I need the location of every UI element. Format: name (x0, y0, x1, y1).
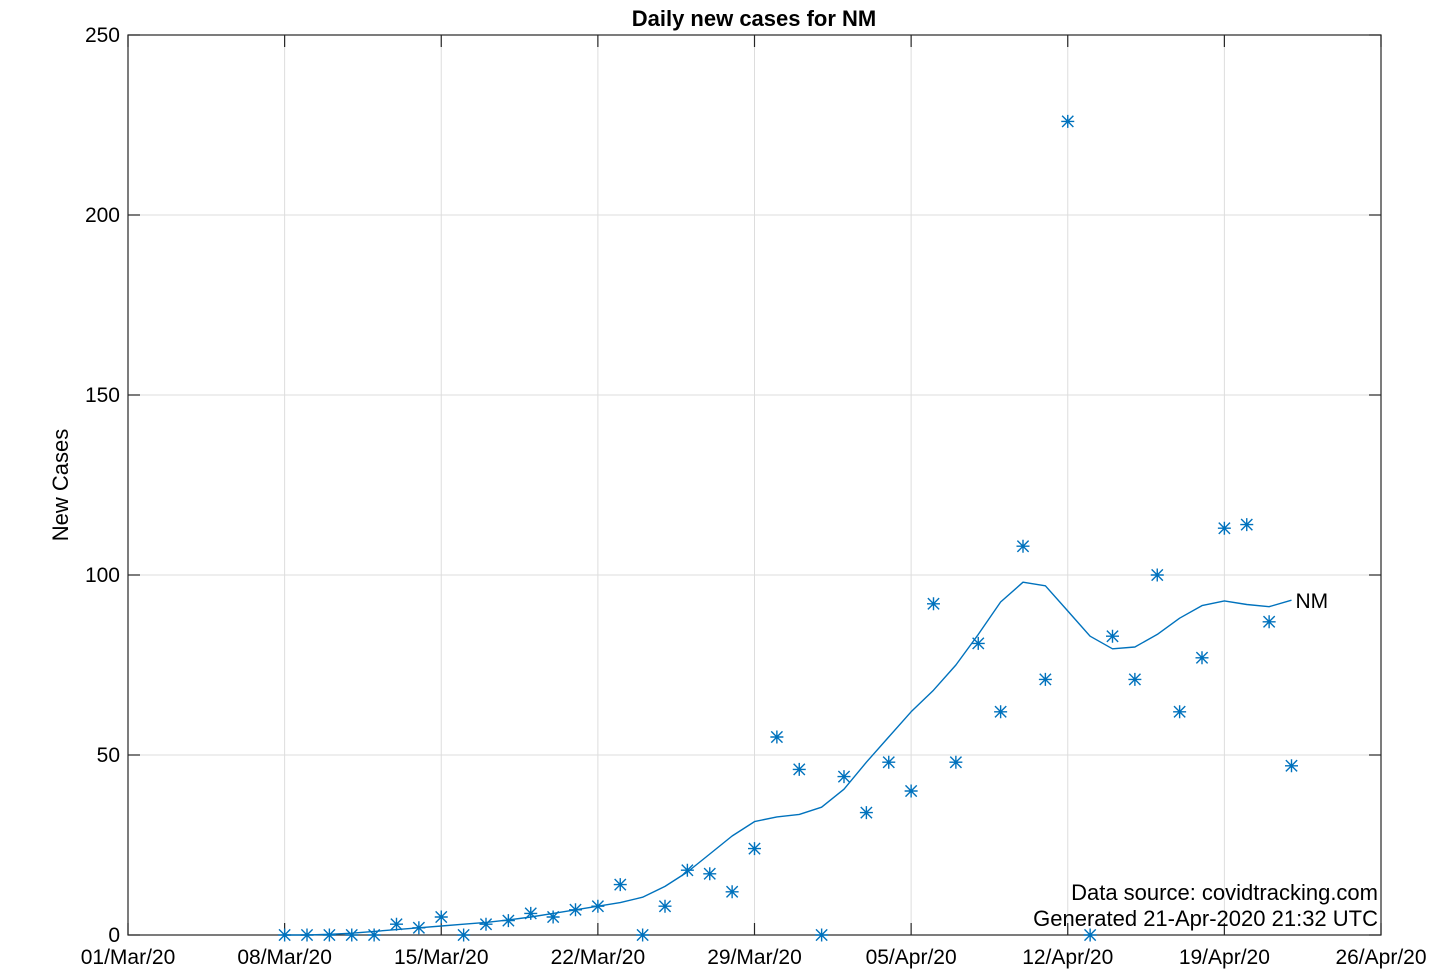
data-point-marker (949, 755, 963, 769)
series-line-nm (284, 581, 1292, 936)
x-axis-tick-labels: 01/Mar/20 08/Mar/20 15/Mar/20 22/Mar/20 29/M… (81, 946, 1427, 969)
data-point-marker (636, 928, 650, 942)
y-tick-label: 200 (85, 204, 120, 227)
data-point-marker (479, 917, 493, 931)
data-point-marker (1061, 114, 1075, 128)
data-point-marker (546, 910, 560, 924)
generated-timestamp-note: Generated 21-Apr-2020 21:32 UTC (1033, 906, 1378, 931)
data-point-marker (703, 867, 717, 881)
data-point-marker (457, 928, 471, 942)
data-point-marker (725, 885, 739, 899)
y-tick-label: 100 (85, 564, 120, 587)
data-point-marker (1150, 568, 1164, 582)
data-point-marker (859, 806, 873, 820)
data-point-marker (1038, 672, 1052, 686)
data-point-marker (1262, 615, 1276, 629)
x-tick-label: 29/Mar/20 (707, 946, 802, 969)
x-tick-label: 15/Mar/20 (394, 946, 489, 969)
x-tick-label: 22/Mar/20 (551, 946, 646, 969)
y-tick-label: 0 (108, 924, 120, 947)
data-point-marker (1217, 521, 1231, 535)
data-point-marker (680, 863, 694, 877)
data-point-marker (770, 730, 784, 744)
data-point-marker (1016, 539, 1030, 553)
data-point-marker (837, 770, 851, 784)
data-point-marker (927, 597, 940, 611)
x-tick-label: 12/Apr/20 (1022, 946, 1113, 969)
data-point-marker (345, 928, 359, 942)
y-tick-label: 250 (85, 24, 120, 47)
x-tick-label: 19/Apr/20 (1179, 946, 1270, 969)
data-point-marker (748, 842, 761, 856)
data-point-marker (882, 755, 896, 769)
x-tick-label: 05/Apr/20 (866, 946, 957, 969)
x-tick-label: 08/Mar/20 (237, 946, 332, 969)
series: NM (278, 114, 1329, 942)
axis-ticks (127, 34, 1382, 936)
data-point-marker (792, 762, 806, 776)
data-point-marker (613, 878, 627, 892)
y-axis-label: New Cases (48, 429, 73, 541)
x-tick-label: 26/Apr/20 (1335, 946, 1426, 969)
y-tick-label: 150 (85, 384, 120, 407)
data-point-marker (994, 705, 1008, 719)
data-point-marker (1083, 928, 1097, 942)
data-point-marker (524, 906, 538, 920)
data-point-marker (1128, 672, 1142, 686)
data-point-marker (971, 636, 985, 650)
data-point-marker (390, 917, 403, 931)
series-label-nm: NM (1296, 590, 1329, 613)
data-point-marker (815, 928, 829, 942)
data-point-marker (1173, 705, 1187, 719)
x-tick-label: 01/Mar/20 (81, 946, 176, 969)
data-point-marker (367, 928, 381, 942)
y-tick-label: 50 (97, 744, 120, 767)
data-source-note: Data source: covidtracking.com (1071, 880, 1378, 905)
y-axis-tick-labels: 0 50 100 150 200 250 (85, 24, 120, 947)
grid (127, 34, 1382, 936)
data-point-marker (1106, 629, 1119, 643)
data-point-marker (1240, 518, 1254, 532)
data-point-marker (658, 899, 672, 913)
data-point-marker (434, 910, 448, 924)
data-point-marker (904, 784, 918, 798)
data-point-marker (1285, 759, 1298, 773)
data-point-marker (1195, 651, 1209, 665)
chart-title: Daily new cases for NM (632, 6, 877, 31)
